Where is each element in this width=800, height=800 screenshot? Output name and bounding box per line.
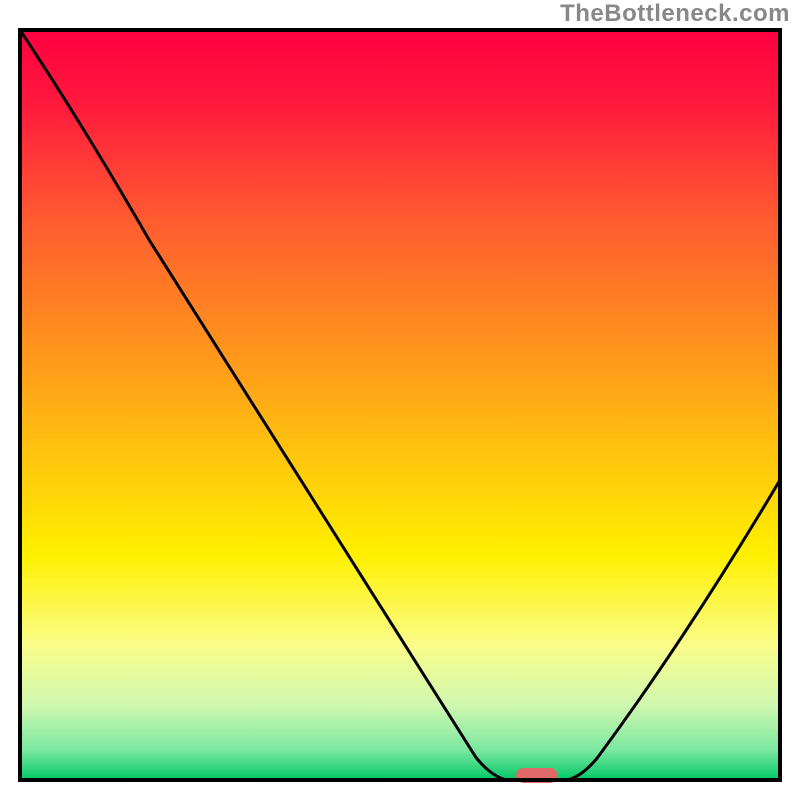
bottleneck-chart <box>0 0 800 800</box>
chart-container: TheBottleneck.com <box>0 0 800 800</box>
plot-background <box>20 30 780 780</box>
watermark-text: TheBottleneck.com <box>560 0 790 28</box>
